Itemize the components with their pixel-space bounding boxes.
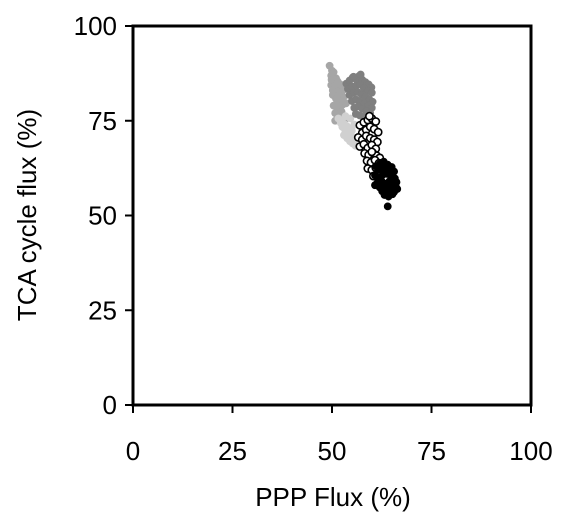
scatter-point — [367, 147, 377, 157]
series-2 — [342, 70, 377, 123]
scatter-point — [336, 119, 345, 127]
scatter-point — [349, 72, 358, 81]
scatter-point — [388, 190, 397, 199]
scatter-point — [383, 202, 392, 211]
scatter-point — [373, 127, 383, 137]
y-tick-label: 25 — [88, 295, 117, 325]
scatter-point — [371, 181, 379, 190]
scatter-point — [393, 185, 402, 193]
x-tick-label: 75 — [417, 436, 446, 466]
series-4 — [371, 157, 402, 211]
x-axis-title: PPP Flux (%) — [255, 482, 411, 512]
scatter-point — [328, 86, 337, 95]
x-tick-label: 100 — [509, 436, 552, 466]
y-axis-title: TCA cycle flux (%) — [12, 109, 42, 321]
scatter-point — [365, 111, 374, 121]
x-tick-label: 25 — [218, 436, 247, 466]
scatter-point — [367, 88, 376, 97]
y-tick-label: 100 — [74, 11, 117, 41]
data-points — [325, 61, 402, 211]
y-tick-label: 0 — [103, 390, 117, 420]
scatter-point — [346, 114, 355, 123]
scatter-point — [333, 94, 342, 102]
x-tick-label: 0 — [126, 436, 140, 466]
y-ticks: 0 25 50 75 100 — [74, 11, 133, 420]
x-tick-label: 50 — [318, 436, 347, 466]
x-ticks: 0 25 50 75 100 — [126, 405, 553, 466]
y-tick-label: 50 — [88, 201, 117, 231]
scatter-point — [356, 70, 365, 79]
y-tick-label: 75 — [88, 106, 117, 136]
series-1 — [334, 112, 360, 150]
series-0 — [325, 61, 350, 125]
